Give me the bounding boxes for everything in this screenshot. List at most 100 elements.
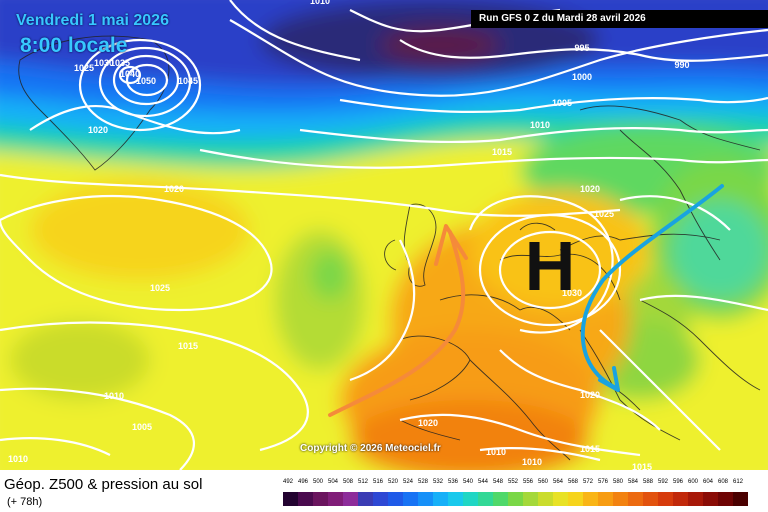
isobar-label: 1010 [522, 457, 542, 467]
isobar-label: 1040 [120, 69, 140, 79]
isobar-label: 1015 [580, 444, 600, 454]
legend-swatch [508, 492, 523, 506]
legend-swatch [583, 492, 598, 506]
legend-value: 596 [673, 479, 684, 485]
legend-swatch [553, 492, 568, 506]
forecast-lead-time: (+ 78h) [7, 496, 43, 508]
legend-swatch [373, 492, 388, 506]
isobar-label: 1045 [178, 76, 198, 86]
legend-value: 556 [523, 479, 534, 485]
legend-swatch [628, 492, 643, 506]
isobar-label: 1015 [178, 341, 198, 351]
legend-swatch [448, 492, 463, 506]
legend-value: 560 [538, 479, 549, 485]
legend-value: 528 [418, 479, 429, 485]
legend-value: 504 [328, 479, 339, 485]
legend-value: 520 [388, 479, 399, 485]
legend-swatch [523, 492, 538, 506]
legend-swatch [568, 492, 583, 506]
isobar-label: 1015 [492, 147, 512, 157]
copyright-text: Copyright © 2026 Meteociel.fr [300, 443, 441, 454]
isobar-label: 1050 [136, 76, 156, 86]
legend-value: 584 [628, 479, 639, 485]
legend-value: 580 [613, 479, 624, 485]
legend-swatch [388, 492, 403, 506]
legend-value: 524 [403, 479, 414, 485]
model-run-label: Run GFS 0 Z du Mardi 28 avril 2026 [471, 10, 768, 28]
isobar-label: 990 [674, 60, 689, 70]
legend-swatch [403, 492, 418, 506]
isobar-label: 1005 [552, 98, 572, 108]
legend-value: 540 [463, 479, 474, 485]
legend-value: 508 [343, 479, 354, 485]
isobar-label: 1020 [418, 418, 438, 428]
legend-swatch [283, 492, 298, 506]
isobar-label: 1025 [150, 283, 170, 293]
isobar-label: 995 [574, 43, 589, 53]
flow-arrows [328, 184, 724, 417]
legend-swatch [298, 492, 313, 506]
color-legend: 492 496 500 504 508 512 516 520 524 528 532 536 540 5… [283, 478, 753, 508]
isobar-label: 1020 [164, 184, 184, 194]
footer-bar: Géop. Z500 & pression au sol (+ 78h) 492… [0, 470, 768, 512]
chart-title: Géop. Z500 & pression au sol [4, 476, 203, 493]
high-pressure-marker: H [525, 227, 576, 305]
legend-swatch [433, 492, 448, 506]
legend-value: 604 [703, 479, 714, 485]
legend-value: 536 [448, 479, 459, 485]
isobar-label: 1030 [94, 58, 114, 68]
cold-flow-arrow [580, 184, 724, 390]
isobar-label: 1010 [486, 447, 506, 457]
legend-swatch [643, 492, 658, 506]
legend-swatch [358, 492, 373, 506]
legend-swatch [538, 492, 553, 506]
legend-value: 516 [373, 479, 384, 485]
isobar-label: 1020 [88, 125, 108, 135]
legend-value: 612 [733, 479, 744, 485]
isobar-label: 1030 [562, 288, 582, 298]
legend-value: 532 [433, 479, 444, 485]
isobar-label: 1010 [8, 454, 28, 464]
legend-swatch [493, 492, 508, 506]
legend-swatch [598, 492, 613, 506]
legend-swatch [418, 492, 433, 506]
isobar-label: 1005 [132, 422, 152, 432]
isobar-label: 1000 [572, 72, 592, 82]
isobar-label: 1035 [110, 58, 130, 68]
isobar-label: 1010 [530, 120, 550, 130]
legend-value: 564 [553, 479, 564, 485]
legend-swatch [658, 492, 673, 506]
legend-value: 496 [298, 479, 309, 485]
high-pressure-symbol: H [525, 227, 576, 305]
legend-swatch [733, 492, 748, 506]
legend-value: 568 [568, 479, 579, 485]
legend-swatch [328, 492, 343, 506]
legend-swatch [613, 492, 628, 506]
legend-value: 500 [313, 479, 324, 485]
weather-map: 1010 995 990 1000 1005 1010 1015 1020 10… [0, 0, 768, 470]
isobar-label: 1015 [632, 462, 652, 470]
forecast-time: 8:00 locale [20, 34, 128, 57]
legend-value: 576 [598, 479, 609, 485]
legend-value: 592 [658, 479, 669, 485]
legend-value: 608 [718, 479, 729, 485]
legend-value: 552 [508, 479, 519, 485]
legend-swatch [673, 492, 688, 506]
isobar-label: 1020 [580, 184, 600, 194]
legend-value: 600 [688, 479, 699, 485]
legend-swatch [313, 492, 328, 506]
isobar-label: 1025 [594, 209, 614, 219]
legend-swatch [463, 492, 478, 506]
legend-swatch [478, 492, 493, 506]
isobar-label: 1025 [74, 63, 94, 73]
legend-value: 544 [478, 479, 489, 485]
legend-value: 492 [283, 479, 294, 485]
legend-swatch [688, 492, 703, 506]
isobar-labels: 1010 995 990 1000 1005 1010 1015 1020 10… [8, 0, 690, 470]
legend-swatch [703, 492, 718, 506]
legend-value: 548 [493, 479, 504, 485]
isobars [0, 0, 768, 470]
warm-flow-arrow [328, 230, 466, 417]
legend-value: 588 [643, 479, 654, 485]
